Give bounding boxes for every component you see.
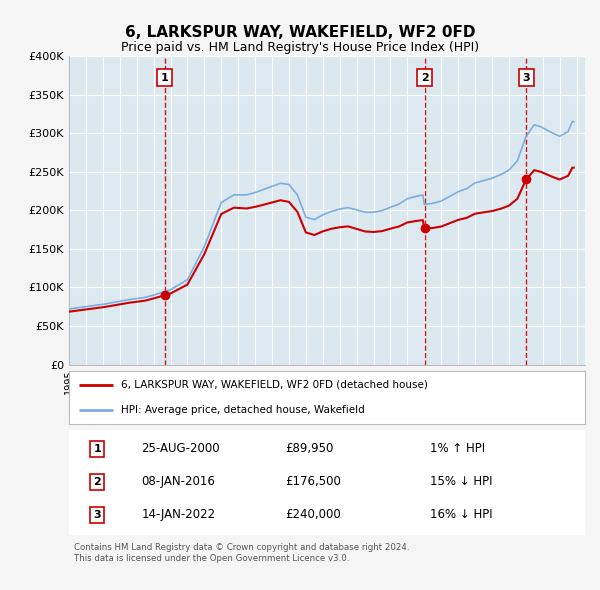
Text: 16% ↓ HPI: 16% ↓ HPI [430,509,493,522]
Text: HPI: Average price, detached house, Wakefield: HPI: Average price, detached house, Wake… [121,405,364,415]
Text: 2: 2 [94,477,101,487]
Text: 6, LARKSPUR WAY, WAKEFIELD, WF2 0FD (detached house): 6, LARKSPUR WAY, WAKEFIELD, WF2 0FD (det… [121,379,427,389]
Text: 1: 1 [161,73,169,83]
Text: 14-JAN-2022: 14-JAN-2022 [141,509,215,522]
Text: 6, LARKSPUR WAY, WAKEFIELD, WF2 0FD: 6, LARKSPUR WAY, WAKEFIELD, WF2 0FD [125,25,475,40]
Text: £89,950: £89,950 [286,442,334,455]
Text: 1: 1 [94,444,101,454]
Text: 25-AUG-2000: 25-AUG-2000 [141,442,220,455]
Text: 3: 3 [94,510,101,520]
Text: Contains HM Land Registry data © Crown copyright and database right 2024.
This d: Contains HM Land Registry data © Crown c… [74,543,410,563]
Text: 2: 2 [421,73,428,83]
Text: Price paid vs. HM Land Registry's House Price Index (HPI): Price paid vs. HM Land Registry's House … [121,41,479,54]
Text: 08-JAN-2016: 08-JAN-2016 [141,476,215,489]
Text: 15% ↓ HPI: 15% ↓ HPI [430,476,493,489]
Text: £176,500: £176,500 [286,476,341,489]
Text: £240,000: £240,000 [286,509,341,522]
Text: 1% ↑ HPI: 1% ↑ HPI [430,442,485,455]
Text: 3: 3 [523,73,530,83]
